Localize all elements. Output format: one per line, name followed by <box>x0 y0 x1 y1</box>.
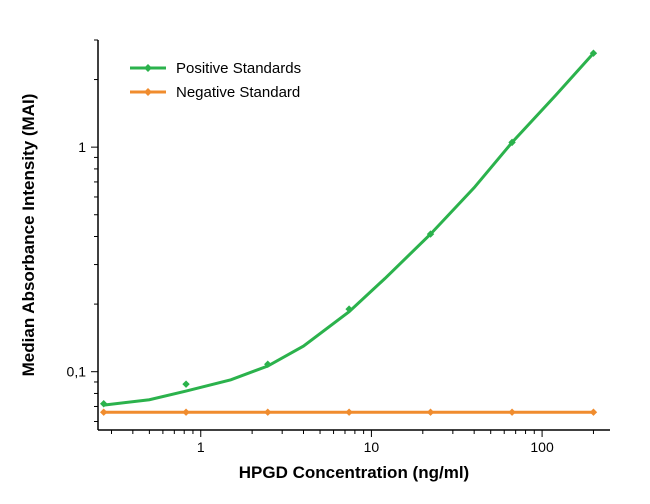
x-axis-label: HPGD Concentration (ng/ml) <box>239 463 469 482</box>
svg-text:100: 100 <box>530 439 554 455</box>
svg-text:1: 1 <box>78 139 86 155</box>
line-chart: 1 10 100 0,1 1 HPGD Concentration (ng/ml) Medi… <box>0 0 650 504</box>
y-axis-label: Median Absorbance Intensity (MAI) <box>19 94 38 377</box>
svg-text:0,1: 0,1 <box>67 364 87 380</box>
legend-label: Positive Standards <box>176 60 301 77</box>
chart-container: 1 10 100 0,1 1 HPGD Concentration (ng/ml) Medi… <box>0 0 650 504</box>
svg-text:10: 10 <box>364 439 380 455</box>
svg-text:1: 1 <box>197 439 205 455</box>
legend-label: Negative Standard <box>176 84 300 101</box>
